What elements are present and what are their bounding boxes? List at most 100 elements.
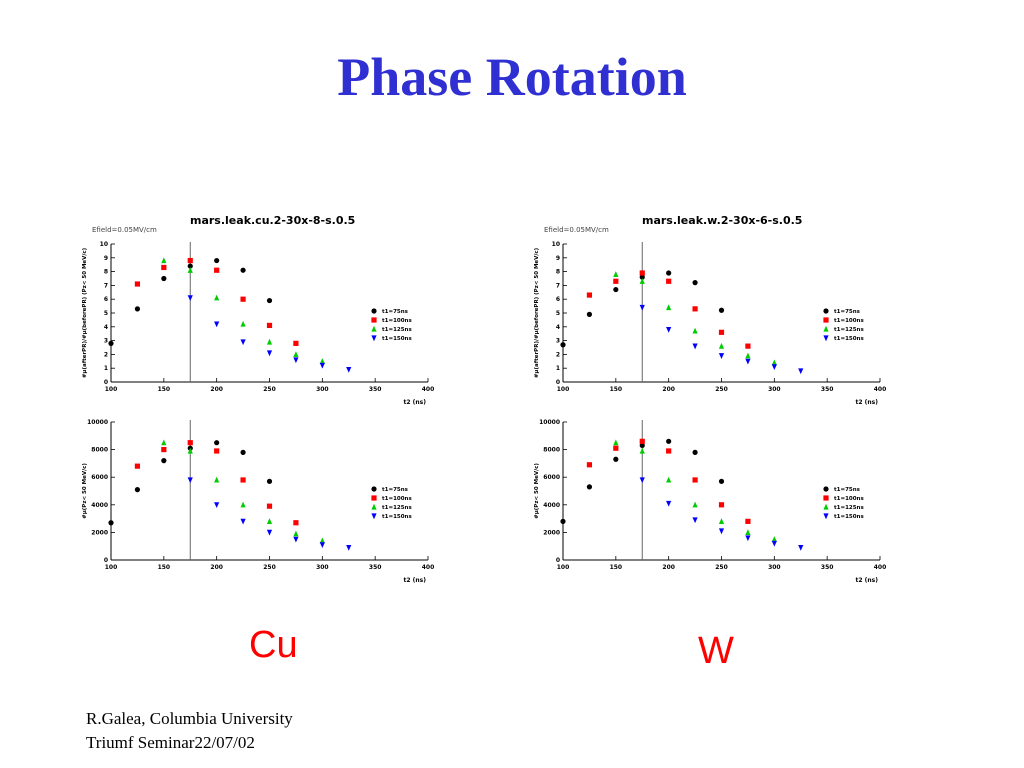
x-tick-label: 350 <box>821 386 834 393</box>
x-tick-label: 300 <box>316 386 329 393</box>
y-tick-label: 8000 <box>543 447 560 454</box>
data-point <box>745 518 751 524</box>
data-point <box>666 448 672 454</box>
data-point <box>293 357 299 364</box>
data-point <box>718 478 725 484</box>
data-point <box>134 487 141 493</box>
data-point <box>161 264 167 271</box>
legend-marker <box>371 335 377 342</box>
data-point <box>560 342 566 348</box>
y-tick-label: 8 <box>104 269 108 276</box>
x-tick-label: 350 <box>821 564 834 571</box>
data-point <box>745 535 751 542</box>
data-point <box>161 439 167 446</box>
chart-title: mars.leak.w.2-30x-6-s.0.5 <box>642 214 802 227</box>
y-tick-label: 9 <box>104 255 108 262</box>
data-point <box>187 440 193 446</box>
data-point <box>666 304 672 311</box>
data-point <box>639 304 645 311</box>
data-point <box>214 294 220 301</box>
y-tick-label: 2 <box>104 351 108 358</box>
data-point <box>319 362 325 369</box>
y-tick-label: 6 <box>556 296 560 303</box>
data-point <box>266 478 273 484</box>
data-point <box>586 462 593 468</box>
x-tick-label: 300 <box>768 564 781 571</box>
data-point <box>798 544 804 551</box>
legend-marker <box>823 325 829 332</box>
data-point <box>613 445 619 451</box>
data-point <box>771 540 777 547</box>
data-point <box>666 270 672 276</box>
data-point <box>798 368 804 375</box>
legend-marker <box>371 495 377 501</box>
y-tick-label: 0 <box>104 379 108 386</box>
data-point <box>718 528 725 535</box>
y-tick-label: 5 <box>104 310 108 317</box>
data-point <box>666 476 672 483</box>
chart-panel-cu-count: 100 150 200 250 300 350 400 0 2000 4000 6000 8000 10… <box>78 414 442 586</box>
data-point <box>214 267 220 273</box>
x-tick-label: 350 <box>369 386 382 393</box>
data-point <box>240 339 246 346</box>
y-tick-label: 4000 <box>91 502 108 509</box>
x-tick-label: 250 <box>715 386 728 393</box>
series-t1=100ns <box>134 257 299 346</box>
data-point <box>214 440 220 446</box>
chart-subtitle: Efield=0.05MV/cm <box>92 226 157 234</box>
x-axis-label: t2 (ns) <box>404 399 427 406</box>
material-label-cu: Cu <box>249 624 298 666</box>
data-point <box>613 286 619 293</box>
series-t1=75ns <box>560 438 725 524</box>
data-point <box>240 518 246 525</box>
legend-label: t1=125ns <box>382 505 412 511</box>
y-tick-label: 4 <box>104 324 108 331</box>
data-point <box>666 438 672 444</box>
data-point <box>187 447 193 454</box>
slide-title: Phase Rotation <box>337 47 687 107</box>
data-point <box>346 366 352 373</box>
data-point <box>586 292 593 298</box>
data-point <box>214 502 220 508</box>
x-tick-label: 200 <box>662 386 675 393</box>
data-point <box>692 306 698 312</box>
data-point <box>692 327 698 334</box>
data-point <box>666 326 672 333</box>
y-tick-label: 7 <box>556 282 560 289</box>
x-tick-label: 250 <box>263 386 276 393</box>
legend-label: t1=75ns <box>834 487 861 493</box>
legend-label: t1=100ns <box>382 496 412 502</box>
chart-panel-cu-ratio: mars.leak.cu.2-30x-8-s.0.5 Efield=0.05MV/… <box>78 208 442 408</box>
legend-label: t1=125ns <box>834 327 864 333</box>
y-tick-label: 4000 <box>543 502 560 509</box>
data-point <box>240 296 246 302</box>
x-tick-label: 250 <box>263 564 276 571</box>
data-point <box>293 340 299 346</box>
x-tick-label: 100 <box>557 564 570 571</box>
legend-marker <box>371 317 377 323</box>
legend-label: t1=100ns <box>382 318 412 324</box>
data-point <box>240 501 246 508</box>
data-point <box>266 338 273 345</box>
data-point <box>293 536 299 543</box>
data-point <box>214 476 220 483</box>
data-point <box>319 542 325 549</box>
legend-label: t1=100ns <box>834 496 864 502</box>
data-point <box>187 477 193 484</box>
data-point <box>240 320 246 327</box>
legend-label: t1=125ns <box>382 327 412 333</box>
data-point <box>266 350 273 357</box>
data-point <box>240 449 246 455</box>
data-point <box>692 477 698 483</box>
y-tick-label: 2000 <box>543 529 560 536</box>
y-tick-label: 3 <box>104 338 108 345</box>
chart-subtitle: Efield=0.05MV/cm <box>544 226 609 234</box>
y-tick-label: 2000 <box>91 529 108 536</box>
series-t1=125ns <box>161 439 325 544</box>
series-t1=125ns <box>613 271 777 366</box>
x-axis-label: t2 (ns) <box>856 577 879 584</box>
data-point <box>560 518 566 524</box>
x-tick-label: 300 <box>768 386 781 393</box>
data-point <box>134 281 141 287</box>
y-tick-label: 8000 <box>91 447 108 454</box>
